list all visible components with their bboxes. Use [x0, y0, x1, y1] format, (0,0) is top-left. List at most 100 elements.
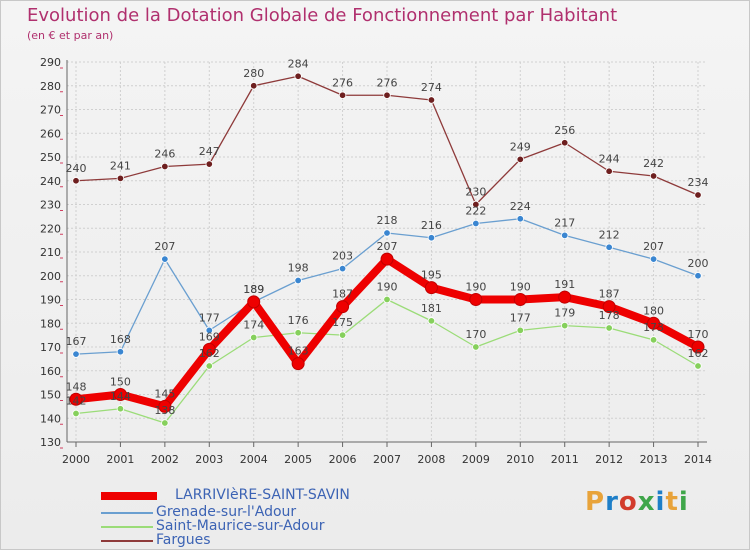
data-label: 246 — [154, 148, 175, 161]
y-tick-label: 240 — [40, 175, 61, 188]
series-point-3 — [694, 191, 702, 199]
y-tick-label: 250 — [40, 151, 61, 164]
data-label: 189 — [243, 283, 264, 296]
chart-title: Evolution de la Dotation Globale de Fonc… — [27, 5, 618, 26]
y-tick-label: 290 — [40, 56, 61, 69]
series-point-1 — [605, 243, 613, 251]
data-label: 176 — [288, 314, 309, 327]
data-label: 189 — [243, 283, 264, 296]
series-point-0 — [602, 300, 616, 314]
data-label: 242 — [643, 157, 664, 170]
series-point-1 — [561, 231, 569, 240]
legend-swatch-fargues — [101, 540, 153, 542]
data-label: 274 — [421, 81, 442, 94]
series-point-3 — [338, 91, 347, 99]
x-tick-label: 2011 — [551, 453, 579, 466]
y-tick-label: 180 — [40, 317, 61, 330]
series-point-0 — [380, 252, 394, 266]
data-label: 222 — [465, 205, 486, 218]
y-tick-label: 230 — [40, 199, 61, 212]
series-point-1 — [383, 229, 391, 237]
data-label: 230 — [465, 186, 486, 199]
series-point-3 — [472, 200, 480, 209]
data-label: 142 — [66, 395, 87, 408]
logo-letter: o — [618, 487, 638, 517]
y-tick-label: 260 — [40, 127, 61, 140]
data-label: 241 — [110, 159, 131, 172]
series-point-0 — [291, 357, 305, 371]
data-label: 170 — [688, 328, 709, 341]
series-point-2 — [561, 321, 569, 330]
data-label: 174 — [243, 319, 264, 332]
series-point-2 — [605, 324, 613, 332]
data-label: 247 — [199, 145, 220, 158]
data-label: 150 — [110, 376, 131, 389]
x-tick-label: 2012 — [595, 453, 623, 466]
series-point-0 — [158, 399, 172, 413]
data-label: 177 — [199, 311, 220, 324]
series-point-2 — [116, 405, 125, 413]
chart-subtitle: (en € et par an) — [27, 29, 114, 42]
series-point-2 — [694, 362, 702, 370]
data-label: 203 — [332, 250, 353, 263]
series-point-3 — [649, 172, 658, 180]
legend-label-grenade: Grenade-sur-l'Adour — [156, 504, 297, 520]
data-label: 207 — [377, 240, 398, 253]
series-point-3 — [205, 160, 213, 168]
data-labels: 148 150 145 169 189 163 187 207 195 190 190 191 187 1… — [66, 57, 709, 417]
y-tick-label: 280 — [40, 80, 61, 93]
series-point-2 — [161, 419, 169, 427]
data-label: 256 — [554, 124, 575, 137]
series-point-3 — [427, 96, 436, 104]
data-label: 212 — [599, 228, 620, 241]
data-label: 187 — [332, 288, 353, 301]
series-point-0 — [247, 295, 261, 309]
data-label: 144 — [110, 390, 131, 403]
proxiti-logo: Proxiti — [585, 487, 689, 517]
data-label: 249 — [510, 140, 531, 153]
series-point-2 — [294, 329, 302, 337]
x-tick-label: 2014 — [684, 453, 712, 466]
data-label: 207 — [154, 240, 175, 253]
series-point-1 — [116, 348, 125, 356]
data-label: 217 — [554, 216, 575, 229]
legend-swatch-grenade — [101, 512, 153, 514]
data-label: 167 — [66, 335, 87, 348]
logo-letter: x — [637, 487, 656, 517]
data-label: 148 — [66, 380, 87, 393]
series-point-2 — [338, 331, 347, 339]
series-point-3 — [72, 177, 80, 185]
data-label: 145 — [154, 387, 175, 400]
legend-swatch-saint-maurice — [101, 526, 153, 528]
data-label: 181 — [421, 302, 442, 315]
y-tick-label: 210 — [40, 246, 61, 259]
logo-letter: t — [665, 487, 679, 517]
series-point-0 — [558, 290, 572, 304]
series-point-2 — [472, 343, 480, 351]
x-tick-label: 2003 — [195, 453, 223, 466]
data-label: 218 — [377, 214, 398, 227]
series-point-1 — [338, 264, 347, 273]
series-point-3 — [294, 72, 302, 80]
axes: 130 140 150 160 170 180 190 200 210 220 230 240 250 2… — [40, 56, 712, 466]
data-label: 162 — [199, 347, 220, 360]
data-label: 240 — [66, 162, 87, 175]
series-point-1 — [649, 255, 658, 263]
series-point-0 — [336, 300, 350, 314]
data-label: 175 — [332, 316, 353, 329]
x-tick-label: 2004 — [240, 453, 268, 466]
x-tick-label: 2007 — [373, 453, 401, 466]
series-point-0 — [647, 316, 661, 330]
x-tick-label: 2009 — [462, 453, 490, 466]
data-label: 207 — [643, 240, 664, 253]
x-tick-label: 2000 — [62, 453, 90, 466]
y-tick-label: 170 — [40, 341, 61, 354]
series-point-2 — [250, 333, 258, 342]
data-label: 190 — [510, 281, 531, 294]
data-label: 177 — [510, 311, 531, 324]
legend-label-fargues: Fargues — [156, 532, 211, 548]
series-point-1 — [72, 350, 80, 358]
x-tick-label: 2002 — [151, 453, 179, 466]
series-point-2 — [383, 295, 391, 304]
series-point-3 — [250, 82, 258, 90]
